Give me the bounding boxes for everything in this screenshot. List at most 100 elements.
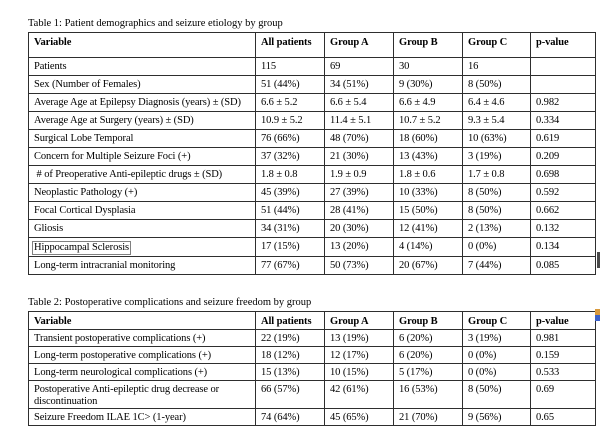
cell-value: 8 (50%): [462, 75, 531, 94]
table-row: Neoplastic Pathology (+) 45 (39%) 27 (39%)…: [28, 183, 596, 202]
column-header-group-c: Group C: [462, 311, 531, 330]
table-row: Sex (Number of Females) 51 (44%) 34 (51%) 9…: [28, 75, 596, 94]
cell-value: 20 (67%): [393, 255, 463, 275]
cell-value: 0.085: [530, 255, 596, 275]
cell-value: 12 (17%): [324, 345, 394, 364]
row-label: Surgical Lobe Temporal: [28, 129, 256, 148]
cell-value: 0.698: [530, 165, 596, 184]
cell-value: 6.6 ± 4.9: [393, 93, 463, 112]
cell-value: 21 (30%): [324, 147, 394, 166]
table1-caption: Table 1: Patient demographics and seizur…: [28, 18, 283, 29]
cell-value: 3 (19%): [462, 147, 531, 166]
cell-value: 69: [324, 57, 394, 76]
column-header-p-value: p-value: [530, 311, 596, 330]
cell-value: 16: [462, 57, 531, 76]
table-row: Hippocampal Sclerosis 17 (15%) 13 (20%) 4 (…: [28, 237, 596, 257]
cell-value: 51 (44%): [255, 75, 325, 94]
cell-value: [530, 57, 596, 76]
column-header-group-b: Group B: [393, 32, 463, 58]
row-label: Postoperative Anti-epileptic drug decrea…: [28, 379, 256, 410]
cell-value: 0.981: [530, 328, 596, 347]
row-label: Focal Cortical Dysplasia: [28, 201, 256, 220]
cell-value: 6 (20%): [393, 328, 463, 347]
cell-value: 0.334: [530, 111, 596, 130]
column-header-p-value: p-value: [530, 32, 596, 58]
table-row: Long-term intracranial monitoring 77 (67%…: [28, 255, 596, 275]
margin-flag-icon: [595, 309, 600, 321]
demographics-table: Variable All patients Group A Group B Group …: [28, 32, 596, 275]
row-label: Long-term intracranial monitoring: [28, 255, 256, 275]
column-header-group-b: Group B: [393, 311, 463, 330]
header-row: Variable All patients Group A Group B Group …: [28, 32, 596, 58]
table-row: Surgical Lobe Temporal 76 (66%) 48 (70%) 18…: [28, 129, 596, 148]
cell-value: 15 (50%): [393, 201, 463, 220]
table-row: Focal Cortical Dysplasia 51 (44%) 28 (41%)…: [28, 201, 596, 220]
row-label: Long-term postoperative complications (+…: [28, 345, 256, 364]
cell-value: 18 (12%): [255, 345, 325, 364]
cell-value: 8 (50%): [462, 379, 531, 410]
cell-value: 6.4 ± 4.6: [462, 93, 531, 112]
cell-value: 115: [255, 57, 325, 76]
cell-value: 1.9 ± 0.9: [324, 165, 394, 184]
cell-value: 0.533: [530, 362, 596, 381]
column-header-variable: Variable: [28, 311, 256, 330]
cell-value: 6.6 ± 5.2: [255, 93, 325, 112]
cell-value: 5 (17%): [393, 362, 463, 381]
table-row: Average Age at Surgery (years) ± (SD) 10.…: [28, 111, 596, 130]
table-row: Transient postoperative complications (+…: [28, 328, 596, 347]
column-header-all-patients: All patients: [255, 311, 325, 330]
column-header-group-a: Group A: [324, 32, 394, 58]
row-label: Gliosis: [28, 219, 256, 238]
cell-value: 13 (20%): [324, 237, 394, 257]
row-label: Transient postoperative complications (+…: [28, 328, 256, 347]
cell-value: 1.8 ± 0.6: [393, 165, 463, 184]
table-row: Average Age at Epilepsy Diagnosis (years…: [28, 93, 596, 112]
cell-value: 2 (13%): [462, 219, 531, 238]
cell-value: 1.8 ± 0.8: [255, 165, 325, 184]
cell-value: 45 (65%): [324, 408, 394, 427]
cell-value: 0 (0%): [462, 362, 531, 381]
row-label: # of Preoperative Anti-epileptic drugs ±…: [28, 165, 256, 184]
cell-value: 3 (19%): [462, 328, 531, 347]
column-header-all-patients: All patients: [255, 32, 325, 58]
cell-value: 0.209: [530, 147, 596, 166]
cell-value: 45 (39%): [255, 183, 325, 202]
cell-value: 42 (61%): [324, 379, 394, 410]
table-row: Long-term postoperative complications (+…: [28, 345, 596, 364]
margin-flag-bottom: [595, 315, 600, 321]
cell-value: 51 (44%): [255, 201, 325, 220]
row-label: Sex (Number of Females): [28, 75, 256, 94]
cell-value: 22 (19%): [255, 328, 325, 347]
cell-value: 10 (63%): [462, 129, 531, 148]
cell-value: 20 (30%): [324, 219, 394, 238]
cell-value: 77 (67%): [255, 255, 325, 275]
cell-value: 48 (70%): [324, 129, 394, 148]
cell-value: 8 (50%): [462, 201, 531, 220]
column-header-group-a: Group A: [324, 311, 394, 330]
cell-value: [530, 75, 596, 94]
column-header-variable: Variable: [28, 32, 256, 58]
cell-value: 4 (14%): [393, 237, 463, 257]
row-label: Seizure Freedom ILAE 1C> (1-year): [28, 408, 256, 427]
cell-value: 13 (43%): [393, 147, 463, 166]
row-label: Average Age at Surgery (years) ± (SD): [28, 111, 256, 130]
cell-value: 18 (60%): [393, 129, 463, 148]
cell-value: 0.65: [530, 408, 596, 427]
cell-value: 0.619: [530, 129, 596, 148]
cell-value: 0.132: [530, 219, 596, 238]
complications-table: Variable All patients Group A Group B Group …: [28, 311, 596, 427]
cell-value: 50 (73%): [324, 255, 394, 275]
row-label: Neoplastic Pathology (+): [28, 183, 256, 202]
scrollbar-fragment: [597, 252, 600, 268]
cell-value: 9 (56%): [462, 408, 531, 427]
row-label: Average Age at Epilepsy Diagnosis (years…: [28, 93, 256, 112]
table2-caption: Table 2: Postoperative complications and…: [28, 297, 312, 308]
cell-value: 0.662: [530, 201, 596, 220]
cell-value: 30: [393, 57, 463, 76]
cell-value: 37 (32%): [255, 147, 325, 166]
cell-value: 34 (31%): [255, 219, 325, 238]
cell-value: 9 (30%): [393, 75, 463, 94]
selected-text-box: Hippocampal Sclerosis: [32, 241, 132, 255]
cell-value: 0 (0%): [462, 345, 531, 364]
